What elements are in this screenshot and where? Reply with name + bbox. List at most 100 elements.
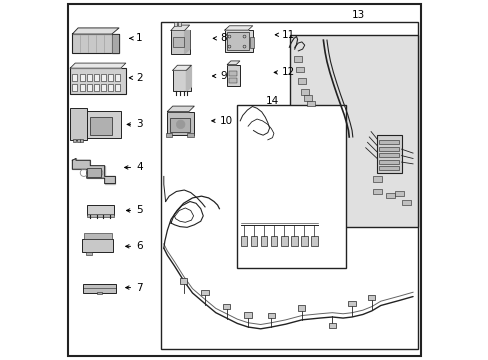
Text: 4: 4	[136, 162, 142, 172]
Bar	[281, 236, 287, 246]
Bar	[115, 74, 120, 81]
Bar	[83, 284, 116, 293]
Bar	[70, 68, 125, 94]
Text: 5: 5	[136, 206, 142, 216]
Bar	[172, 70, 191, 91]
Bar	[379, 147, 398, 151]
Bar	[86, 84, 92, 91]
Bar	[94, 74, 99, 81]
Bar	[165, 134, 172, 137]
Bar	[171, 31, 189, 54]
Bar	[270, 236, 277, 246]
Text: 12: 12	[282, 67, 295, 77]
Text: 8: 8	[220, 33, 226, 43]
Bar	[290, 35, 417, 226]
Bar	[115, 84, 120, 91]
Text: 3: 3	[136, 120, 142, 129]
Bar	[70, 108, 87, 140]
Bar	[82, 239, 113, 252]
Polygon shape	[172, 65, 191, 70]
Bar	[97, 292, 102, 294]
Text: 6: 6	[136, 241, 142, 251]
Bar	[386, 193, 394, 198]
Bar	[379, 166, 398, 170]
Polygon shape	[171, 25, 189, 31]
Bar	[90, 117, 112, 135]
Bar	[80, 74, 84, 81]
Bar	[244, 312, 251, 318]
Text: 7: 7	[136, 283, 142, 293]
Polygon shape	[72, 28, 119, 34]
Bar	[267, 313, 274, 318]
Bar	[87, 215, 114, 217]
Bar	[310, 236, 317, 246]
Bar	[367, 295, 375, 301]
Polygon shape	[184, 31, 189, 54]
Bar	[250, 236, 257, 246]
Bar	[376, 135, 401, 173]
Bar	[72, 84, 77, 91]
Bar	[201, 290, 208, 296]
Bar	[80, 84, 84, 91]
Bar	[73, 139, 76, 142]
Bar	[402, 200, 410, 205]
Bar	[348, 301, 355, 306]
Bar	[241, 236, 247, 246]
Bar	[167, 112, 194, 135]
Bar	[173, 37, 184, 47]
Bar	[290, 236, 297, 246]
Bar	[293, 56, 301, 62]
Bar	[250, 37, 253, 48]
Bar	[301, 89, 308, 95]
Bar	[161, 22, 417, 348]
Bar	[229, 78, 236, 83]
Bar	[303, 95, 311, 101]
Bar	[229, 71, 236, 76]
Bar	[296, 67, 304, 72]
Bar	[236, 105, 346, 268]
Bar	[227, 64, 239, 86]
Bar	[306, 101, 314, 107]
Bar	[86, 74, 92, 81]
Bar	[101, 84, 106, 91]
Bar	[94, 84, 99, 91]
Bar	[87, 168, 101, 177]
Polygon shape	[186, 65, 191, 91]
Bar	[72, 34, 119, 53]
Bar	[261, 236, 267, 246]
Bar	[101, 74, 106, 81]
Text: 13: 13	[351, 10, 365, 20]
Text: 2: 2	[136, 73, 142, 83]
Text: 11: 11	[282, 30, 295, 40]
Polygon shape	[167, 106, 194, 112]
Bar	[372, 189, 381, 194]
Bar	[72, 74, 77, 81]
Polygon shape	[227, 61, 239, 64]
Polygon shape	[72, 158, 115, 184]
Polygon shape	[70, 63, 125, 68]
Polygon shape	[224, 26, 252, 30]
Circle shape	[176, 120, 184, 129]
Bar	[301, 236, 307, 246]
Bar	[108, 74, 113, 81]
Bar	[379, 159, 398, 164]
Bar	[379, 153, 398, 157]
Bar	[180, 278, 187, 284]
Bar	[372, 176, 381, 182]
Bar	[227, 32, 248, 50]
Bar	[223, 304, 230, 310]
Bar	[187, 134, 193, 137]
Bar	[87, 205, 114, 215]
Text: 10: 10	[220, 116, 233, 126]
Bar	[174, 22, 177, 26]
Bar	[77, 139, 80, 142]
Text: 14: 14	[265, 96, 279, 106]
Bar	[178, 22, 181, 26]
Bar	[83, 233, 112, 239]
Bar	[224, 30, 252, 52]
Bar	[170, 118, 190, 132]
Text: 9: 9	[220, 71, 226, 81]
Bar	[87, 111, 121, 138]
Bar	[298, 305, 305, 311]
Bar	[298, 78, 305, 84]
